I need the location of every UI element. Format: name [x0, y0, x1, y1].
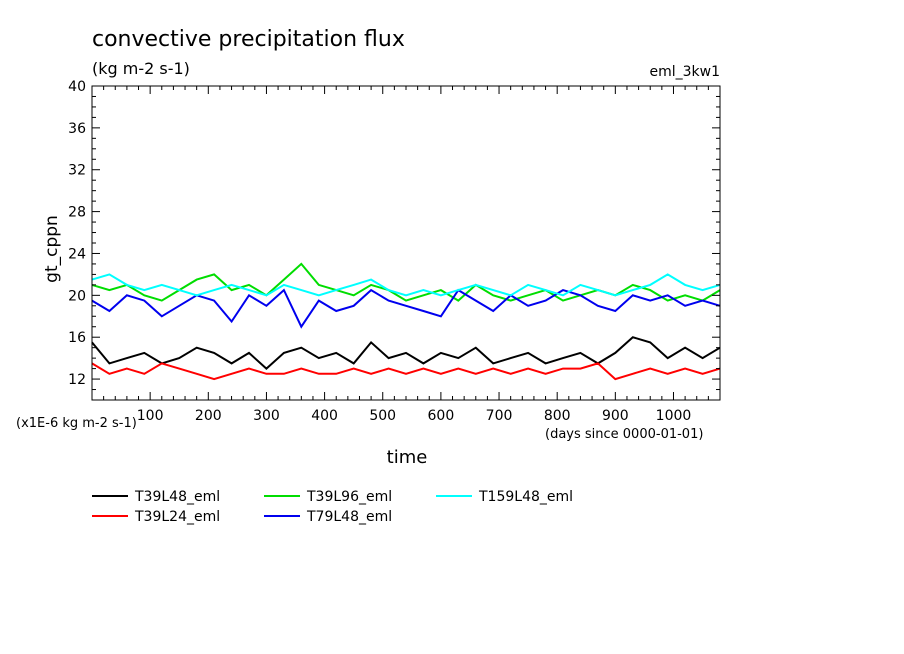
x-tick-label: 1000: [656, 408, 692, 424]
legend-label: T79L48_eml: [306, 509, 392, 525]
x-tick-label: 200: [195, 408, 222, 424]
x-tick-label: 100: [137, 408, 164, 424]
y-tick-label: 12: [68, 372, 86, 388]
x-tick-label: 300: [253, 408, 280, 424]
legend: T39L48_eml T39L24_eml T39L96_eml T79L48_eml…: [92, 489, 573, 525]
y-tick-label: 40: [68, 79, 86, 95]
legend-label: T159L48_eml: [478, 489, 573, 505]
series-line-T159L48_eml: [91, 273, 721, 297]
x-tick-label: 500: [369, 408, 396, 424]
y-tick-label: 36: [68, 121, 86, 137]
x-tick-label: 700: [486, 408, 513, 424]
series-line-T39L24_eml: [91, 362, 721, 381]
legend-label: T39L96_eml: [306, 489, 392, 505]
x-tick-label: 800: [544, 408, 571, 424]
x-tick-label: 900: [602, 408, 629, 424]
y-units-note: (x1E-6 kg m-2 s-1): [16, 416, 137, 431]
series-line-T39L48_eml: [91, 336, 721, 370]
x-units-note: (days since 0000-01-01): [545, 427, 703, 442]
y-axis-label: gt_cppn: [42, 215, 62, 283]
y-tick-label: 28: [68, 205, 86, 221]
series-layer: [91, 262, 721, 381]
y-tick-label: 32: [68, 163, 86, 179]
legend-label: T39L24_eml: [134, 509, 220, 525]
chart-title: convective precipitation flux: [92, 27, 405, 52]
x-tick-label: 400: [311, 408, 338, 424]
y-tick-label: 16: [68, 330, 86, 346]
y-tick-label: 20: [68, 288, 86, 304]
x-axis-label: time: [387, 447, 428, 468]
axes-layer: 100 200 300 400 500 600 700 800 900 1000 12 16 20 24 2…: [68, 79, 721, 424]
x-tick-label: 600: [428, 408, 455, 424]
chart-subtitle: (kg m-2 s-1): [92, 59, 190, 78]
y-tick-label: 24: [68, 246, 86, 262]
legend-label: T39L48_eml: [134, 489, 220, 505]
experiment-label: eml_3kw1: [649, 64, 720, 80]
